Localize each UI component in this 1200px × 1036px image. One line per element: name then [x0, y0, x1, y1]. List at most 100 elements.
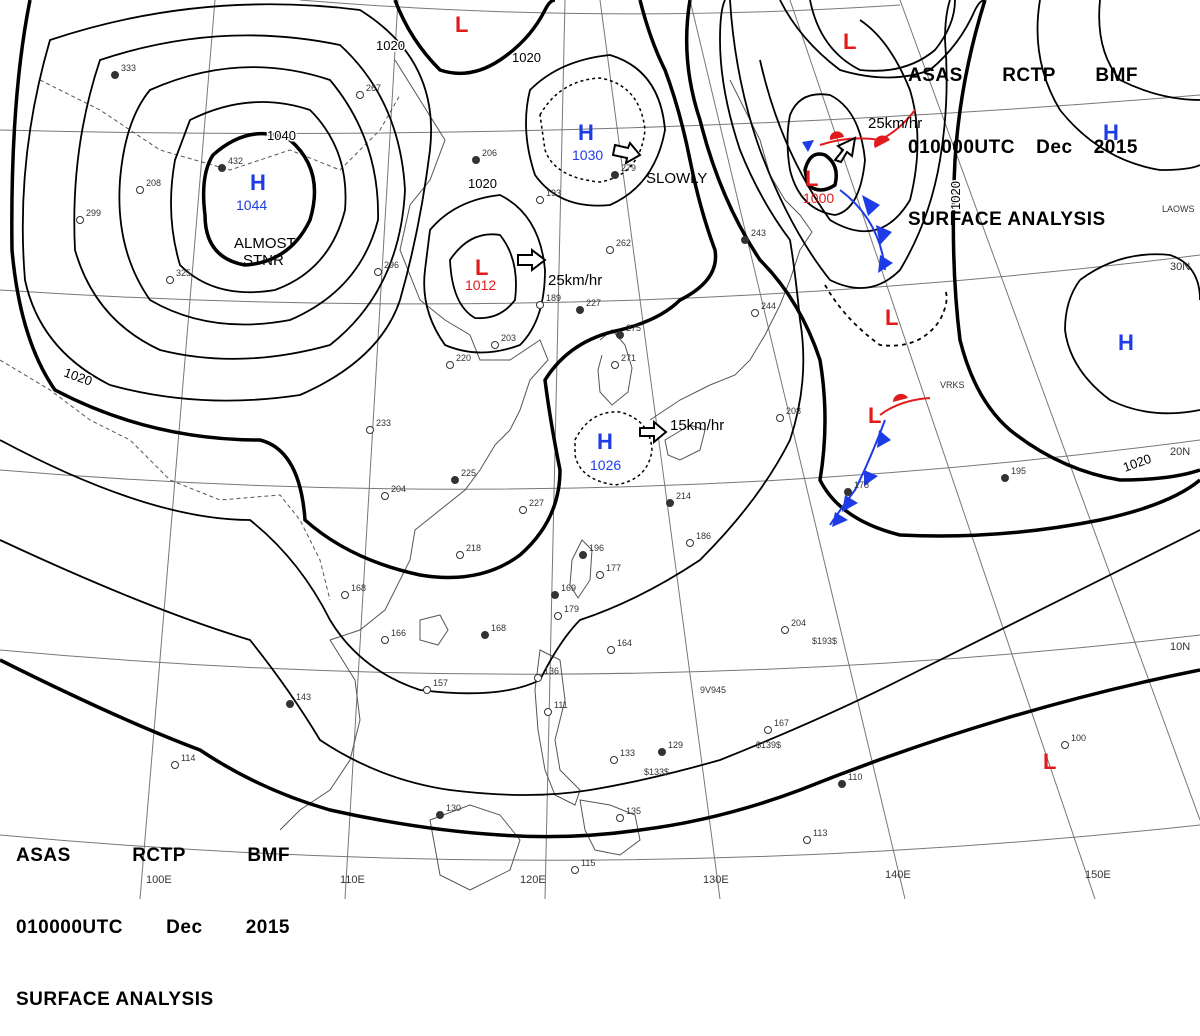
station-pressure-value: 100	[1071, 733, 1086, 743]
station-pressure-value: 177	[606, 563, 621, 573]
station-pressure-value: 186	[696, 531, 711, 541]
station-marker	[597, 572, 604, 579]
station-pressure-value: 299	[86, 208, 101, 218]
station-pressure-value: 193	[546, 188, 561, 198]
station-pressure-value: 333	[121, 63, 136, 73]
station-pressure-value: 169	[561, 583, 576, 593]
isobar-label-1020-b: 1020	[512, 50, 541, 65]
station-pressure-value: 243	[751, 228, 766, 238]
station-pressure-value: 208	[786, 406, 801, 416]
station-pressure-value: 432	[228, 156, 243, 166]
station-pressure-value: 168	[491, 623, 506, 633]
station-marker	[687, 540, 694, 547]
lat-label-20n: 20N	[1170, 446, 1190, 458]
station-marker	[667, 500, 674, 507]
station-marker	[357, 92, 364, 99]
high-1030-letter: H	[578, 120, 594, 145]
station-pressure-value: 157	[433, 678, 448, 688]
station-pressure-value: 296	[384, 260, 399, 270]
low-1012-value: 1012	[465, 277, 496, 293]
low-1000-letter: L	[805, 166, 818, 191]
station-pressure-value: 133	[620, 748, 635, 758]
station-marker	[167, 277, 174, 284]
station-pressure-value: 136	[544, 666, 559, 676]
station-marker	[367, 427, 374, 434]
station-marker	[452, 477, 459, 484]
station-marker	[742, 237, 749, 244]
station-marker	[424, 687, 431, 694]
low-trough-letter: L	[885, 305, 898, 330]
footer-agency: ASAS	[16, 844, 71, 868]
station-pressure-value: 206	[482, 148, 497, 158]
station-marker	[375, 269, 382, 276]
station-pressure-value: 115	[581, 858, 595, 868]
header-time: 010000UTC	[908, 136, 1015, 160]
station-pressure-value: 271	[621, 353, 636, 363]
low-southeast-letter: L	[1043, 749, 1056, 774]
station-pressure-value: 225	[461, 468, 476, 478]
station-pressure-value: 267	[366, 83, 381, 93]
low-front-letter: L	[868, 403, 881, 428]
low-1000-value: 1000	[803, 190, 834, 206]
station-marker	[342, 592, 349, 599]
station-pressure-value: 189	[546, 293, 561, 303]
station-label-vrks: VRKS	[940, 380, 965, 390]
station-marker	[765, 727, 772, 734]
footer-month: Dec	[166, 916, 202, 940]
station-marker	[545, 709, 552, 716]
footer-year: 2015	[246, 916, 290, 940]
station-marker	[752, 310, 759, 317]
station-pressure-value: 203	[501, 333, 516, 343]
lon-label-110e: 110E	[340, 874, 365, 886]
header-year: 2015	[1094, 136, 1138, 160]
station-pressure-value: 179	[564, 604, 579, 614]
station-marker	[617, 332, 624, 339]
low-north-letter: L	[455, 12, 468, 37]
header-station: RCTP	[1002, 64, 1056, 88]
station-marker	[172, 762, 179, 769]
station-marker	[112, 72, 119, 79]
station-pressure-value: 227	[529, 498, 544, 508]
station-marker	[447, 362, 454, 369]
station-pressure-value: 135	[626, 806, 641, 816]
header-code: BMF	[1095, 64, 1138, 88]
station-marker	[608, 647, 615, 654]
high-1044-letter: H	[250, 170, 266, 195]
station-marker	[659, 749, 666, 756]
footer-station: RCTP	[132, 844, 186, 868]
high-1026-motion: 15km/hr	[670, 417, 724, 434]
station-marker	[77, 217, 84, 224]
station-marker	[537, 302, 544, 309]
high-1044-note1: ALMOST	[234, 235, 296, 252]
station-marker	[537, 197, 544, 204]
station-pressure-value: 204	[391, 484, 406, 494]
low-ne-letter: L	[843, 29, 856, 54]
station-pressure-value: 325	[176, 268, 191, 278]
station-marker	[612, 172, 619, 179]
station-marker	[611, 757, 618, 764]
station-marker	[617, 815, 624, 822]
station-marker	[287, 701, 294, 708]
station-marker	[552, 592, 559, 599]
station-marker	[839, 781, 846, 788]
station-marker	[607, 247, 614, 254]
station-pressure-value: 113	[813, 828, 827, 838]
lat-label-30n: 30N	[1170, 261, 1190, 273]
station-marker	[219, 165, 226, 172]
station-pressure-value: 220	[456, 353, 471, 363]
station-pressure-value: 262	[616, 238, 631, 248]
station-pressure-value: 204	[791, 618, 806, 628]
station-label-133: $133$	[644, 767, 669, 777]
high-1026-value: 1026	[590, 457, 621, 473]
station-marker	[437, 812, 444, 819]
station-pressure-value: 218	[466, 543, 481, 553]
lon-label-120e: 120E	[520, 874, 546, 886]
station-pressure-value: 110	[848, 772, 862, 782]
station-pressure-value: 166	[391, 628, 406, 638]
station-marker	[804, 837, 811, 844]
station-marker	[777, 415, 784, 422]
station-label-139: $139$	[756, 740, 781, 750]
station-pressure-value: 111	[554, 700, 568, 710]
